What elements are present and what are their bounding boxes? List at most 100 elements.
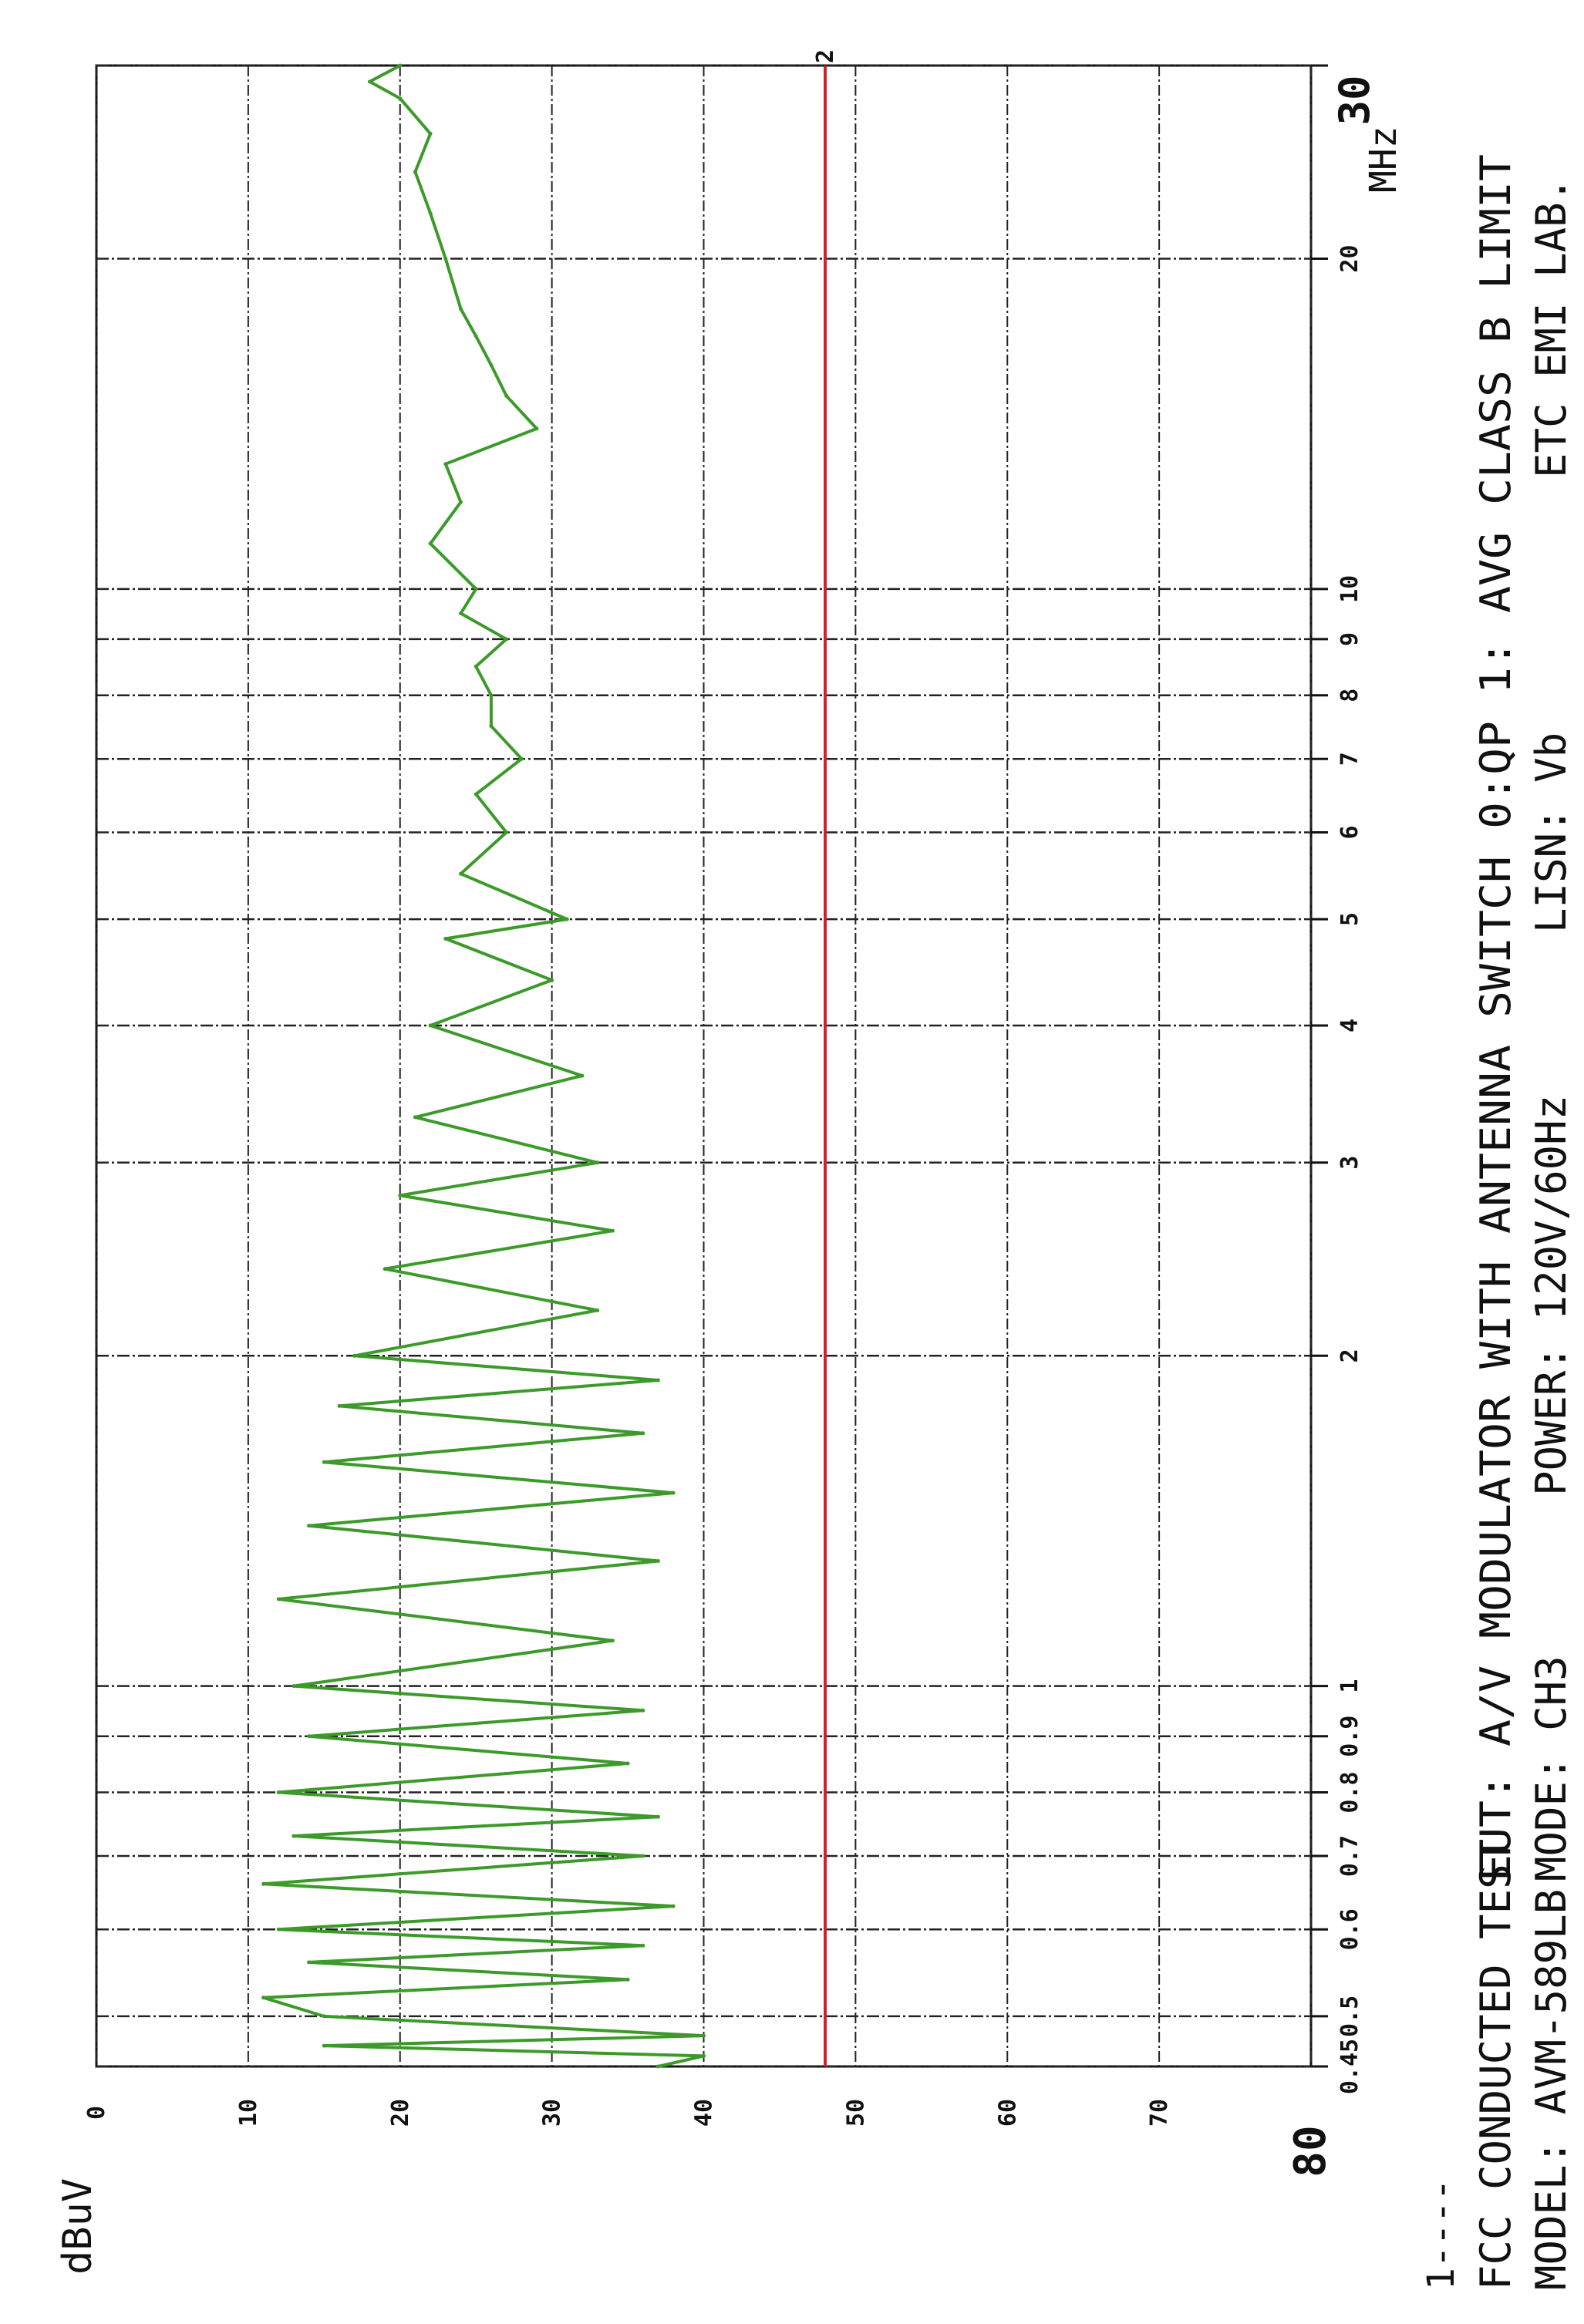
x-tick-label: 0.45	[1336, 2039, 1363, 2094]
x-tick-label: 30	[1330, 75, 1379, 125]
trace-point	[292, 1834, 296, 1838]
y-tick-label: 60	[994, 2099, 1021, 2127]
tick-layer: 0 10 20 30 40 50 60 70 80 0.450.5 0.6 0.7 0.8 0.9 1 2 3 4…	[83, 75, 1379, 2177]
x-tick-label: 8	[1336, 689, 1363, 702]
trace-point	[641, 1431, 645, 1436]
model-text: MODEL: AVM-589LB	[1527, 1889, 1576, 2290]
trace-point	[276, 1927, 281, 1932]
trace-point	[474, 664, 478, 669]
trace-point	[367, 79, 372, 84]
y-tick-label: 0	[83, 2106, 110, 2120]
trace-point	[428, 211, 433, 216]
trace-point	[671, 1904, 676, 1908]
trace-point	[307, 1734, 312, 1739]
trace-point	[459, 611, 463, 615]
trace-point	[656, 1814, 660, 1819]
trace-point	[671, 1490, 676, 1495]
trace-point	[625, 1977, 630, 1982]
trace-point	[534, 426, 539, 431]
trace-point	[322, 2043, 326, 2048]
limit-line-label: 2	[812, 49, 839, 63]
trace-point	[580, 1073, 585, 1078]
x-tick-label: 3	[1336, 1156, 1363, 1170]
trace-point	[428, 1023, 433, 1028]
trace-point	[656, 2064, 660, 2069]
trace-point	[595, 1160, 600, 1165]
trace-point	[261, 1996, 266, 2000]
trace-point	[443, 462, 448, 466]
y-tick-label: 30	[539, 2099, 566, 2127]
trace-point	[276, 1597, 281, 1602]
trace-point	[383, 1267, 387, 1271]
x-tick-label: 6	[1336, 825, 1363, 839]
trace-point	[504, 637, 509, 642]
trace-point	[398, 96, 403, 101]
y-tick-label: 50	[842, 2099, 869, 2127]
trace-point	[307, 1524, 312, 1528]
y-tick-label: 70	[1146, 2099, 1173, 2127]
trace-point	[428, 131, 433, 136]
x-tick-label: 9	[1336, 632, 1363, 646]
trace-point	[322, 1460, 326, 1464]
test-title: FCC CONDUCTED TEST	[1471, 1839, 1520, 2290]
trace-point	[474, 334, 478, 338]
x-tick-label: 0.7	[1336, 1835, 1363, 1877]
x-tick-label: 0.8	[1336, 1771, 1363, 1813]
trace-point	[443, 936, 448, 941]
trace-point	[641, 1708, 645, 1713]
power-text: POWER: 120V/60Hz	[1527, 1095, 1576, 1496]
trace-point	[474, 792, 478, 797]
trace-point	[565, 917, 569, 921]
trace-point	[337, 1403, 342, 1408]
lab-text: ETC EMI LAB.	[1527, 177, 1576, 478]
trace-point	[550, 978, 554, 982]
emission-trace	[261, 64, 706, 2068]
y-tick-label: 80	[1286, 2125, 1336, 2177]
trace-point	[276, 1790, 281, 1794]
x-axis-label: MHz	[1362, 126, 1405, 193]
trace-point	[459, 307, 463, 312]
y-tick-label: 20	[387, 2099, 414, 2127]
trace-point	[489, 362, 494, 367]
y-tick-label: 10	[235, 2099, 262, 2127]
trace-point	[610, 1228, 615, 1233]
x-tick-label: 0.9	[1336, 1716, 1363, 1757]
trace-point	[656, 1378, 660, 1383]
trace-point	[413, 1115, 417, 1120]
trace-point	[656, 1559, 660, 1563]
trace-point	[702, 2053, 706, 2058]
chart-grid	[95, 64, 1328, 2068]
trace-point	[641, 1854, 645, 1858]
x-tick-label: 7	[1336, 752, 1363, 766]
trace-point	[702, 2033, 706, 2038]
trace-point	[610, 1639, 615, 1643]
trace-point	[352, 1353, 357, 1358]
trace-point	[504, 830, 509, 834]
info-block: 1---- FCC CONDUCTED TEST MODEL: AVM-589L…	[1420, 154, 1576, 2290]
trace-point	[459, 871, 463, 876]
x-tick-label: 20	[1336, 244, 1363, 272]
trace-point	[474, 587, 478, 591]
x-tick-label: 0.5	[1336, 1996, 1363, 2037]
y-tick-label: 40	[691, 2099, 718, 2127]
trace-point	[595, 1308, 600, 1312]
trace-point	[428, 541, 433, 546]
series-layer	[261, 63, 706, 2069]
x-tick-label: 10	[1336, 575, 1363, 603]
x-tick-label: 4	[1336, 1019, 1363, 1032]
trace-point	[489, 693, 494, 698]
x-tick-label: 2	[1336, 1349, 1363, 1362]
trace-point	[292, 1684, 296, 1689]
mode-text: MODE: CH3	[1527, 1655, 1576, 1881]
lisn-text: LISN: Vb	[1527, 733, 1576, 933]
trace-point	[519, 756, 524, 761]
line-marker-legend: 1----	[1420, 2179, 1463, 2291]
x-tick-label: 5	[1336, 912, 1363, 926]
trace-point	[459, 500, 463, 504]
trace-point	[504, 393, 509, 398]
x-tick-label: 1	[1336, 1679, 1363, 1693]
trace-point	[489, 724, 494, 729]
y-axis-label: dBuV	[55, 2178, 101, 2275]
trace-point	[625, 1761, 630, 1766]
